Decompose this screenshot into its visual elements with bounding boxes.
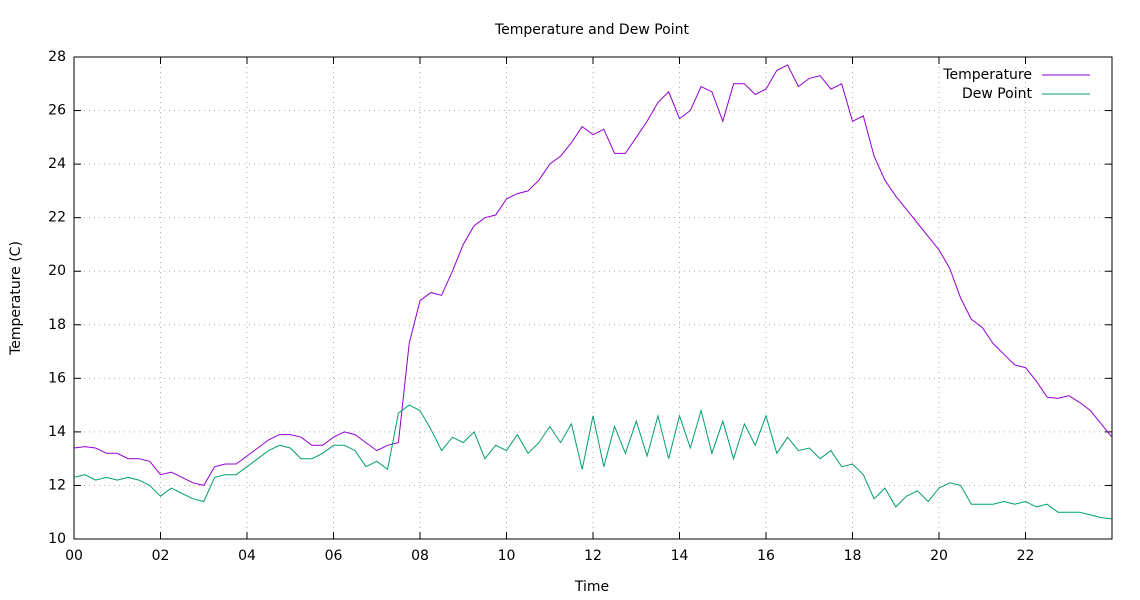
y-tick-label: 12 [48,477,66,493]
y-tick-label: 10 [48,531,66,547]
y-tick-label: 28 [48,49,66,65]
x-tick-label: 06 [325,548,343,564]
y-tick-label: 14 [48,424,66,440]
y-axis-label: Temperature (C) [8,241,24,356]
y-tick-label: 24 [48,156,66,172]
x-tick-label: 04 [238,548,256,564]
x-tick-label: 00 [65,548,83,564]
x-tick-label: 14 [671,548,689,564]
y-tick-label: 16 [48,370,66,386]
legend-label: Dew Point [962,86,1033,102]
x-tick-label: 16 [757,548,775,564]
x-tick-label: 18 [844,548,862,564]
y-tick-label: 20 [48,263,66,279]
y-tick-label: 22 [48,210,66,226]
chart-title: Temperature and Dew Point [494,22,689,38]
x-tick-label: 12 [584,548,602,564]
x-tick-label: 08 [411,548,429,564]
y-tick-label: 26 [48,103,66,119]
plot-frame [73,56,1113,540]
x-tick-label: 22 [1017,548,1035,564]
x-tick-label: 10 [498,548,516,564]
data-line [73,64,1113,486]
x-tick-label: 20 [930,548,948,564]
y-tick-label: 18 [48,317,66,333]
data-line [73,404,1113,520]
x-axis-label: Time [574,579,609,595]
legend-label: Temperature [942,67,1032,83]
x-tick-label: 02 [152,548,170,564]
